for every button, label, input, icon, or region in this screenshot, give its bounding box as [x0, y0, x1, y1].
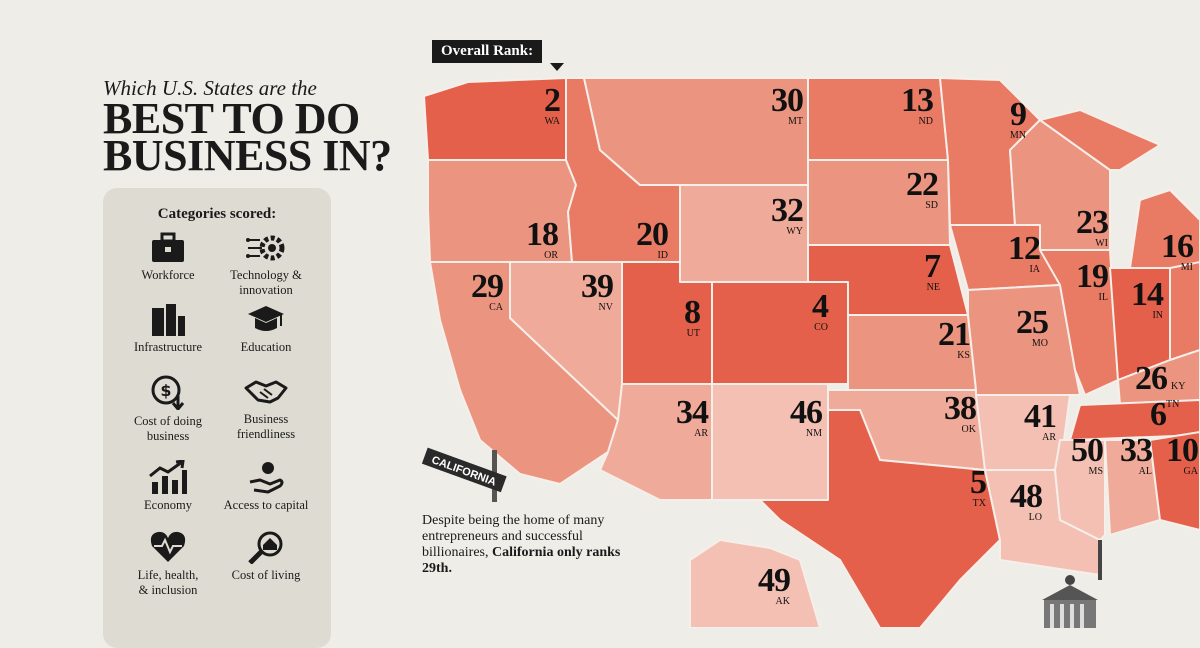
- state-label-tx: 5 TX: [970, 464, 987, 509]
- state-ga[interactable]: [1149, 431, 1200, 531]
- state-label-mo: 25 MO: [1016, 304, 1049, 349]
- state-label-ne: 7 NE: [924, 248, 941, 293]
- state-label-tn: 6TN: [1150, 396, 1180, 433]
- state-ak[interactable]: [689, 539, 821, 628]
- state-label-sd: 22 SD: [906, 166, 939, 211]
- categories-panel: Categories scored: Workforce Technology …: [103, 188, 331, 648]
- state-mi[interactable]: [1129, 189, 1200, 269]
- state-label-mt: 30 MT: [771, 82, 804, 127]
- buildings-icon: [152, 304, 185, 336]
- state-label-ky: 26 KY: [1135, 360, 1186, 397]
- state-label-ar: 41 AR: [1024, 398, 1057, 443]
- house-search-icon: [248, 531, 283, 564]
- us-state-map: CALIFORNIA: [421, 77, 1200, 628]
- state-ky[interactable]: [1117, 349, 1200, 406]
- state-il[interactable]: [1039, 249, 1119, 396]
- state-label-il: 19 IL: [1076, 258, 1109, 303]
- category-economy: Economy: [111, 460, 225, 513]
- bar-chart-up-icon: [149, 460, 187, 494]
- category-access-to-capital: Access to capital: [209, 460, 323, 513]
- state-oh: [1169, 261, 1200, 361]
- state-label-or: 18 OR: [526, 216, 559, 261]
- handshake-icon: [244, 380, 288, 404]
- category-life-health-inclusion: Life, health, & inclusion: [111, 530, 225, 598]
- state-label-ca: 29 CA: [471, 268, 504, 313]
- svg-text:$: $: [160, 381, 171, 400]
- briefcase-icon: [152, 232, 184, 262]
- overall-rank-tag: Overall Rank:: [432, 40, 565, 71]
- dollar-down-icon: $: [151, 375, 185, 410]
- capitol-building-illustration: [1042, 540, 1102, 628]
- category-education: Education: [209, 302, 323, 355]
- california-note-bold: California only ranks 29th.: [422, 545, 621, 576]
- state-label-ks: 21 KS: [938, 316, 971, 361]
- state-label-wy: 32 WY: [771, 192, 804, 237]
- state-label-in: 14 IN: [1131, 276, 1164, 321]
- categories-heading: Categories scored:: [157, 206, 277, 222]
- graduation-cap-icon: [248, 306, 284, 331]
- category-cost-of-doing-business: $ Cost of doing business: [111, 374, 225, 444]
- california-street-sign: CALIFORNIA: [421, 447, 507, 502]
- state-mi-upper: [1039, 109, 1161, 171]
- state-label-ia: 12 IA: [1008, 230, 1041, 275]
- heart-pulse-icon: [150, 531, 186, 562]
- state-label-ms: 50 MS: [1071, 432, 1104, 477]
- title-headline: BEST TO DO BUSINESS IN?: [103, 94, 392, 180]
- state-label-nm: 46 NM: [790, 394, 823, 439]
- hand-coin-icon: [249, 462, 284, 494]
- gear-circuit-icon: [246, 235, 285, 261]
- state-label-ak: 49 AK: [758, 562, 791, 607]
- state-label-nd: 13 ND: [901, 82, 934, 127]
- state-label-wi: 23 WI: [1076, 204, 1109, 249]
- category-infrastructure: Infrastructure: [111, 302, 225, 355]
- state-label-mn: 9 MN: [1009, 96, 1027, 141]
- category-cost-of-living: Cost of living: [209, 530, 323, 583]
- california-note: Despite being the home of many entrepren…: [422, 513, 621, 576]
- category-workforce: Workforce: [111, 232, 225, 283]
- state-label-az: 34 AR: [676, 394, 709, 439]
- state-label-ga: 10 GA: [1166, 432, 1199, 477]
- state-label-mi: 16 MI: [1161, 228, 1194, 273]
- state-label-al: 33 AL: [1120, 432, 1153, 477]
- category-technology: Technology & innovation: [209, 232, 323, 298]
- state-label-co: 4 CO: [812, 288, 829, 333]
- state-label-nv: 39 NV: [581, 268, 614, 313]
- category-business-friendliness: Business friendliness: [209, 374, 323, 442]
- state-label-id: 20 ID: [636, 216, 669, 261]
- state-tx[interactable]: [759, 409, 1001, 628]
- title-question: Which U.S. States are the: [103, 76, 317, 100]
- state-label-ut: 8 UT: [684, 294, 701, 339]
- state-label-la: 48 LO: [1010, 478, 1043, 523]
- state-label-wa: 2 WA: [544, 82, 561, 127]
- state-label-ok: 38 OK: [944, 390, 977, 435]
- state-tn[interactable]: [1069, 399, 1200, 441]
